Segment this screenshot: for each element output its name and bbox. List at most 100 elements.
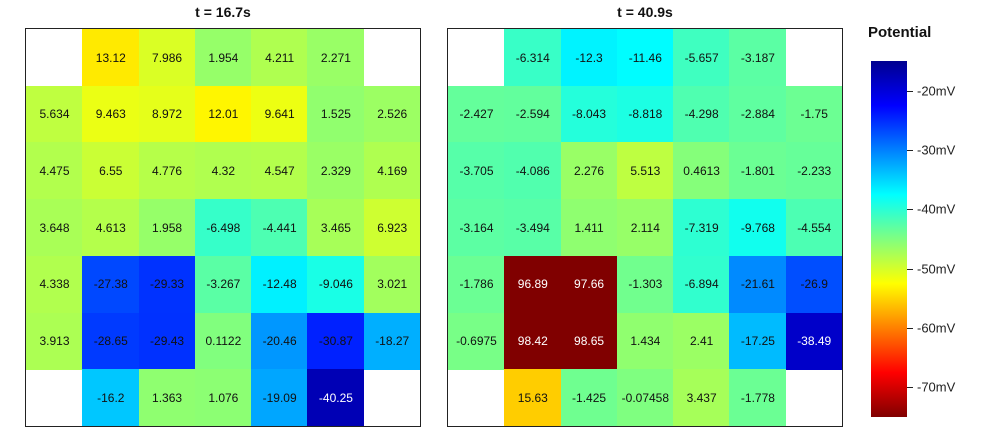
heatmap-cell-label: 4.613	[95, 220, 126, 235]
heatmap-cell-label: 1.411	[574, 220, 604, 235]
heatmap-cell-label: 6.923	[377, 220, 408, 235]
heatmap-cell: 8.972	[138, 85, 196, 143]
heatmap-cell: 2.114	[616, 199, 674, 257]
heatmap-cell-label: 0.1122	[205, 334, 242, 349]
heatmap-cell-label: -5.657	[684, 50, 719, 65]
heatmap-cell: 4.32	[194, 142, 252, 200]
heatmap-cell-label: -9.046	[318, 277, 353, 292]
heatmap-cell: -20.46	[251, 312, 309, 370]
heatmap-cell-label: -16.2	[97, 390, 125, 405]
heatmap-cell: 2.526	[363, 85, 420, 143]
heatmap-cell: 1.954	[194, 29, 252, 86]
heatmap-cell-label: 1.076	[208, 390, 239, 405]
heatmap-cell: -5.657	[673, 29, 731, 86]
heatmap-cell-label: 7.986	[152, 50, 183, 65]
heatmap-cell-label: -26.9	[800, 277, 828, 292]
heatmap-cell: -2.427	[448, 85, 505, 143]
heatmap-cell: 2.329	[307, 142, 365, 200]
heatmap-cell-label: -6.498	[206, 220, 241, 235]
colorbar-tick-mark	[907, 90, 913, 92]
heatmap-cell-label: 1.363	[152, 390, 183, 405]
heatmap-cell: 4.338	[26, 255, 83, 313]
heatmap-cell: 1.958	[138, 199, 196, 257]
heatmap-cell-label: -11.46	[628, 50, 662, 65]
heatmap-cell: -40.25	[307, 369, 365, 426]
heatmap-cell: 2.271	[307, 29, 365, 86]
heatmap-cell-label: -2.594	[515, 107, 550, 122]
heatmap-cell-label: -3.267	[206, 277, 241, 292]
heatmap-cell: -0.6975	[448, 312, 505, 370]
heatmap-cell: -2.594	[504, 85, 562, 143]
heatmap-cell: -9.768	[729, 199, 787, 257]
heatmap-cell-label: 2.329	[320, 163, 351, 178]
heatmap-cell: -2.884	[729, 85, 787, 143]
heatmap-cell-label: 4.32	[211, 163, 236, 178]
heatmap-cell: -2.233	[785, 142, 842, 200]
colorbar-tick-label: -30mV	[917, 142, 956, 158]
heatmap-cell: 7.986	[138, 29, 196, 86]
heatmap-cell-label: 1.525	[320, 107, 351, 122]
heatmap-cell-label: 3.913	[39, 334, 70, 349]
panel-title-t16: t = 16.7s	[195, 4, 251, 20]
heatmap-cell-label: -0.07458	[621, 390, 670, 405]
heatmap-cell: 15.63	[504, 369, 562, 426]
heatmap-cell-label: -8.818	[628, 107, 663, 122]
heatmap-cell: 3.465	[307, 199, 365, 257]
heatmap-cell: -28.65	[82, 312, 140, 370]
heatmap-cell-label: 97.66	[574, 277, 605, 292]
heatmap-cell: 4.613	[82, 199, 140, 257]
heatmap-cell: -4.554	[785, 199, 842, 257]
heatmap-cell-label: -30.87	[318, 334, 353, 349]
heatmap-cell: 3.913	[26, 312, 83, 370]
colorbar-tick-mark	[907, 209, 913, 211]
heatmap-cell: 96.89	[504, 255, 562, 313]
heatmap-cell-label: -27.38	[93, 277, 128, 292]
heatmap-cell-label: 6.55	[99, 163, 123, 178]
heatmap-cell: -3.187	[729, 29, 787, 86]
colorbar-tick-mark	[907, 150, 913, 151]
heatmap-cell-label: 4.776	[152, 163, 183, 178]
heatmap-cell-label: -3.187	[740, 50, 775, 65]
heatmap-cell: 6.55	[82, 142, 140, 200]
heatmap-cell-label: 12.01	[208, 107, 239, 122]
heatmap-cell-label: 1.958	[152, 220, 183, 235]
heatmap-cell-label: 2.276	[574, 163, 605, 178]
heatmap-cell-label: 5.513	[630, 163, 661, 178]
colorbar-tick-mark	[907, 328, 913, 329]
heatmap-cell-label: -20.46	[262, 334, 297, 349]
heatmap-cell: -3.267	[194, 255, 252, 313]
heatmap-cell: -17.25	[729, 312, 787, 370]
heatmap-cell-label: -38.49	[797, 334, 832, 349]
heatmap-cell: -6.498	[194, 199, 252, 257]
heatmap-cell: -1.425	[560, 369, 618, 426]
heatmap-cell-label: -17.25	[740, 334, 775, 349]
heatmap-cell: 2.276	[560, 142, 618, 200]
heatmap-cell: 4.475	[26, 142, 83, 200]
colorbar-tick-mark	[907, 387, 913, 389]
heatmap-cell: -4.441	[251, 199, 309, 257]
heatmap-cell: -29.43	[138, 312, 196, 370]
heatmap-cell-label: 0.4613	[683, 163, 720, 178]
heatmap-cell: -6.894	[673, 255, 731, 313]
heatmap-cell-label: -6.314	[515, 50, 550, 65]
heatmap-panel-t40: -6.314 -12.3 -11.46 -5.657 -3.187 -2.427 -2.59…	[447, 28, 843, 427]
heatmap-cell: 0.4613	[673, 142, 731, 200]
heatmap-cell-label: 2.114	[630, 220, 660, 235]
heatmap-cell-label: 98.65	[574, 334, 605, 349]
heatmap-cell: 13.12	[82, 29, 140, 86]
heatmap-cell: 4.211	[251, 29, 309, 86]
heatmap-cell: -9.046	[307, 255, 365, 313]
heatmap-cell-label: -2.427	[459, 107, 494, 122]
heatmap-cell-label: -6.894	[684, 277, 719, 292]
heatmap-cell-label: -1.801	[740, 163, 775, 178]
heatmap-cell-label: 2.41	[689, 334, 714, 349]
heatmap-cell: -29.33	[138, 255, 196, 313]
colorbar-gradient	[871, 61, 907, 417]
heatmap-cell-label: 4.169	[377, 163, 408, 178]
heatmap-cell-label: -21.61	[740, 277, 775, 292]
heatmap-cell-label: 15.63	[517, 390, 548, 405]
heatmap-cell-label: -18.27	[375, 334, 410, 349]
heatmap-cell: 1.434	[616, 312, 674, 370]
heatmap-cell-label: 4.547	[264, 163, 295, 178]
heatmap-cell-label: -2.884	[740, 107, 775, 122]
